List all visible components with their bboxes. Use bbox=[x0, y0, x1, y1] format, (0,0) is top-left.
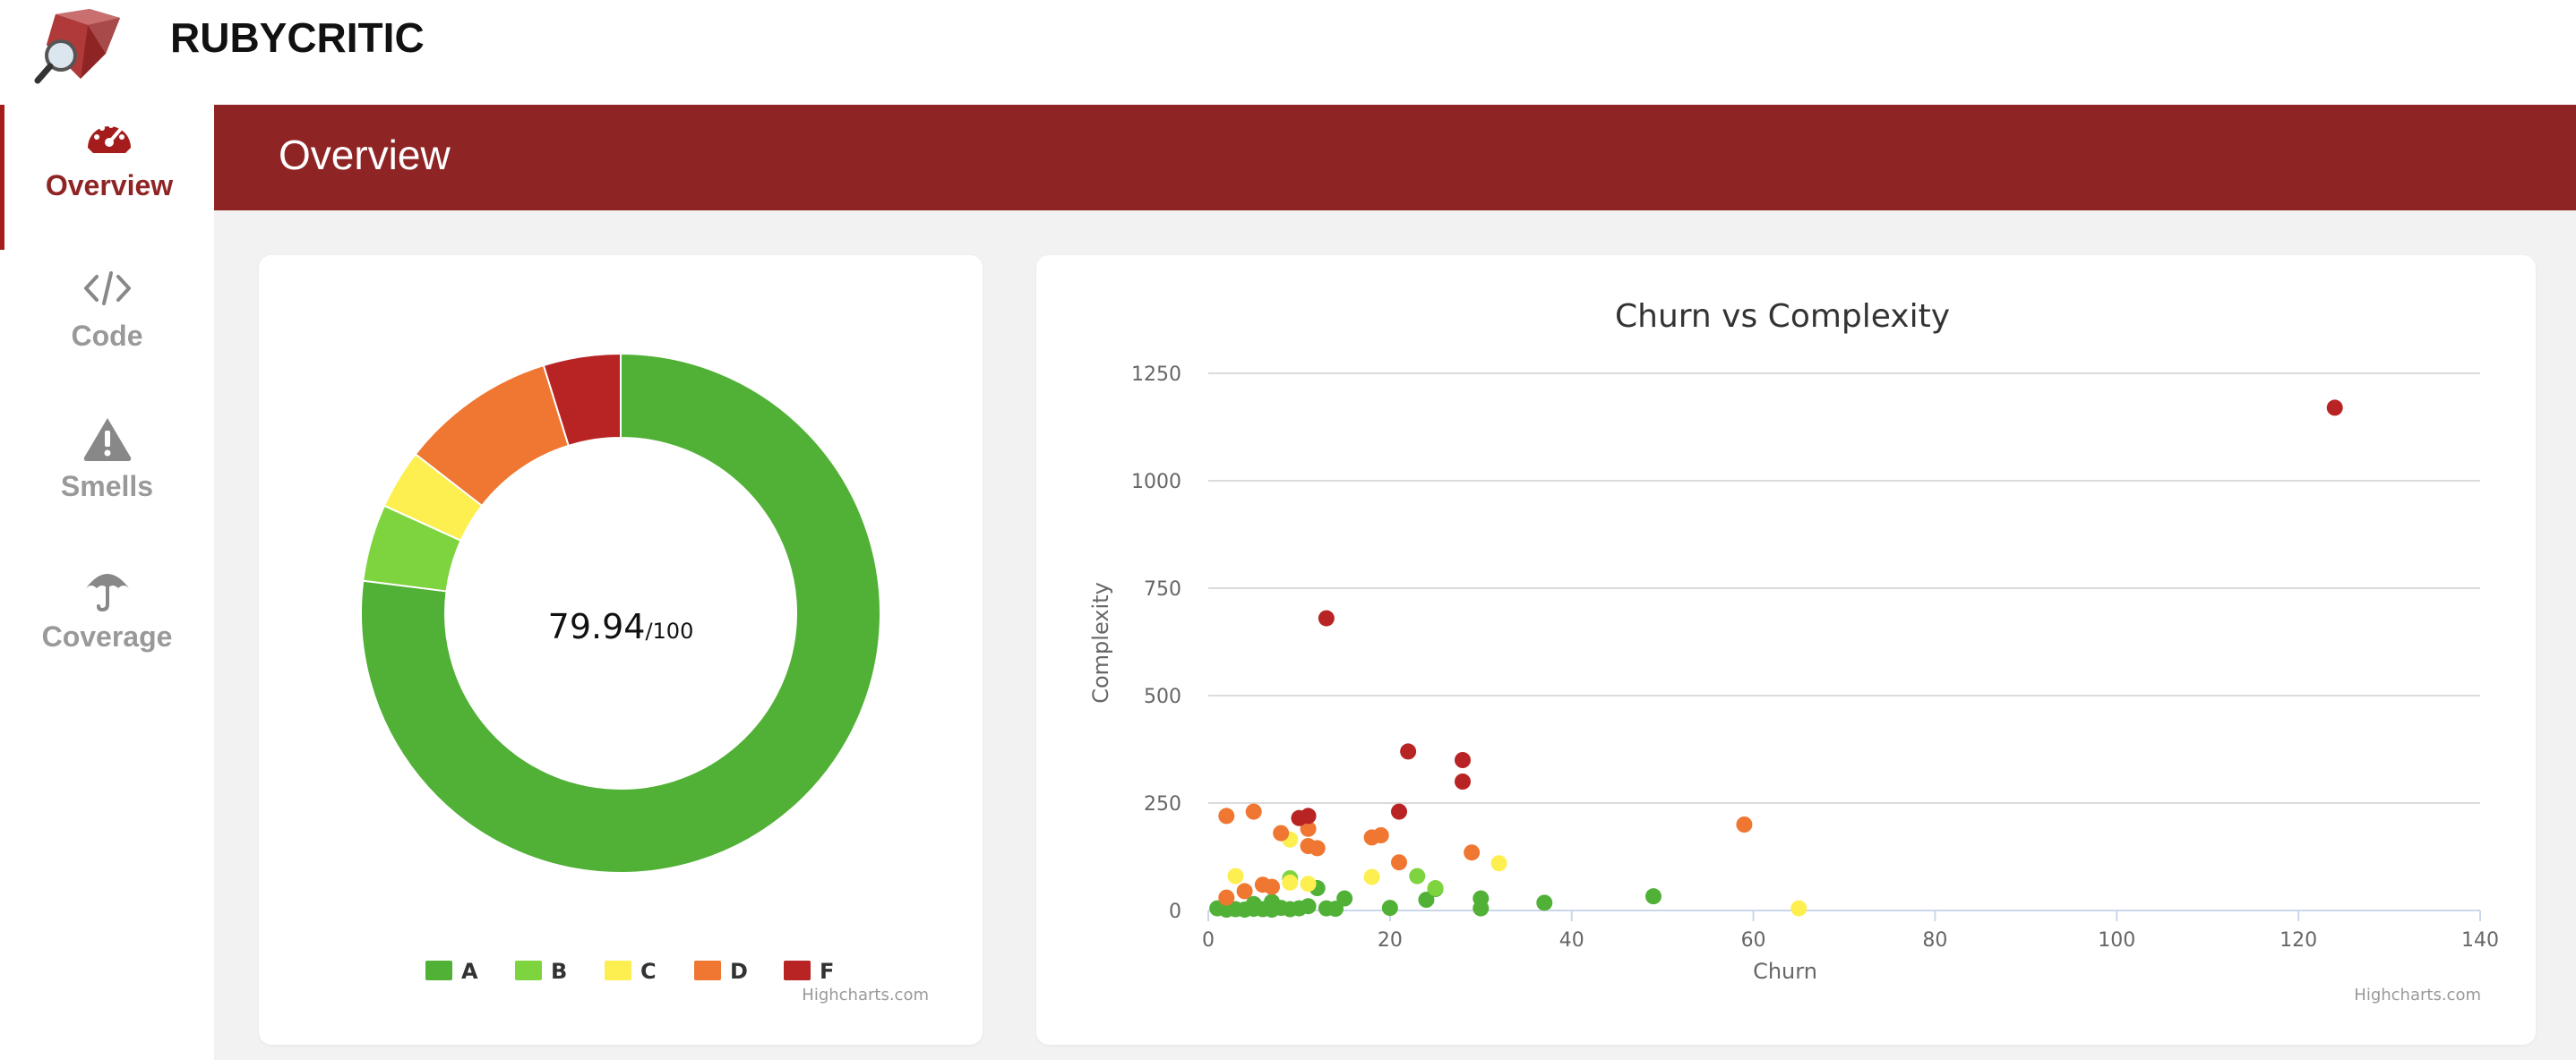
legend-label: A bbox=[461, 959, 478, 984]
sidebar-item-code[interactable]: Code bbox=[0, 255, 214, 400]
scatter-point-d[interactable] bbox=[1245, 803, 1262, 820]
score-donut-chart: 79.94/100 A B C D F Highcharts.com bbox=[360, 352, 929, 1004]
x-tick-label: 80 bbox=[1922, 929, 1947, 952]
scatter-point-a[interactable] bbox=[1264, 893, 1280, 910]
score-donut-card: 79.94/100 A B C D F Highcharts.com bbox=[259, 255, 983, 1045]
rubycritic-logo-icon[interactable] bbox=[34, 5, 138, 86]
legend-label: C bbox=[640, 959, 657, 984]
scatter-point-c[interactable] bbox=[1490, 855, 1507, 872]
scatter-point-c[interactable] bbox=[1363, 868, 1380, 885]
scatter-point-c[interactable] bbox=[1300, 876, 1317, 893]
sidebar-item-label: Smells bbox=[60, 470, 154, 502]
scatter-point-f[interactable] bbox=[2326, 399, 2343, 416]
scatter-point-a[interactable] bbox=[1418, 892, 1435, 908]
churn-complexity-card: Churn vs Complexity 0 250 500 750 1000 1250 0 2… bbox=[1036, 255, 2536, 1045]
scatter-point-b[interactable] bbox=[1409, 868, 1426, 885]
scatter-point-f[interactable] bbox=[1455, 774, 1471, 790]
y-tick-label: 500 bbox=[1144, 686, 1181, 708]
scatter-point-a[interactable] bbox=[1645, 888, 1662, 905]
legend-label: F bbox=[820, 959, 834, 984]
chart-title: Churn vs Complexity bbox=[1615, 298, 1950, 335]
scatter-point-d[interactable] bbox=[1391, 854, 1407, 871]
svg-text:79.94/100: 79.94/100 bbox=[548, 607, 694, 646]
speedometer-icon bbox=[88, 123, 131, 153]
y-tick-label: 1250 bbox=[1131, 363, 1181, 386]
sidebar-item-label: Coverage bbox=[41, 620, 173, 653]
scatter-point-f[interactable] bbox=[1455, 752, 1471, 768]
scatter-point-d[interactable] bbox=[1218, 808, 1235, 825]
legend-swatch bbox=[605, 961, 631, 980]
legend-item-b[interactable]: B bbox=[515, 959, 567, 984]
scatter-point-c[interactable] bbox=[1790, 900, 1807, 917]
scatter-point-a[interactable] bbox=[1473, 900, 1490, 917]
legend-swatch bbox=[694, 961, 721, 980]
x-tick-label: 140 bbox=[2461, 929, 2499, 952]
x-axis-label: Churn bbox=[1753, 959, 1817, 984]
y-tick-label: 750 bbox=[1144, 578, 1181, 601]
sidebar-item-overview[interactable]: Overview bbox=[0, 105, 214, 250]
legend-swatch bbox=[515, 961, 542, 980]
x-tick-label: 60 bbox=[1741, 929, 1766, 952]
scatter-point-a[interactable] bbox=[1327, 901, 1344, 918]
legend-item-a[interactable]: A bbox=[425, 959, 478, 984]
x-tick-label: 0 bbox=[1202, 929, 1215, 952]
x-tick-label: 20 bbox=[1378, 929, 1403, 952]
donut-slice-a[interactable] bbox=[360, 352, 881, 874]
umbrella-icon bbox=[85, 574, 129, 612]
score-max: /100 bbox=[645, 619, 693, 644]
scatter-point-a[interactable] bbox=[1381, 900, 1398, 917]
x-tick-label: 100 bbox=[2098, 929, 2135, 952]
scatter-point-b[interactable] bbox=[1427, 880, 1444, 897]
scatter-point-a[interactable] bbox=[1536, 894, 1553, 911]
legend-label: D bbox=[730, 959, 748, 984]
scatter-point-d[interactable] bbox=[1736, 816, 1753, 833]
sidebar-item-label: Overview bbox=[45, 169, 174, 201]
scatter-point-a[interactable] bbox=[1245, 895, 1262, 912]
scatter-point-d[interactable] bbox=[1273, 825, 1290, 842]
scatter-point-d[interactable] bbox=[1300, 820, 1317, 837]
y-tick-label: 250 bbox=[1144, 793, 1181, 816]
top-header: RUBYCRITIC bbox=[0, 0, 2576, 105]
donut-slice-f[interactable] bbox=[542, 352, 622, 448]
page-title: Overview bbox=[279, 132, 451, 178]
legend-item-c[interactable]: C bbox=[605, 959, 657, 984]
scatter-point-c[interactable] bbox=[1282, 874, 1299, 891]
app-name[interactable]: RUBYCRITIC bbox=[170, 14, 425, 61]
scatter-point-f[interactable] bbox=[1400, 743, 1417, 760]
scatter-point-f[interactable] bbox=[1300, 808, 1317, 825]
chart-credits[interactable]: Highcharts.com bbox=[2354, 986, 2481, 1004]
legend-item-f[interactable]: F bbox=[784, 959, 834, 984]
scatter-point-d[interactable] bbox=[1372, 827, 1389, 843]
sidebar-nav: Overview Code Smells Coverage bbox=[0, 105, 214, 1060]
legend-label: B bbox=[551, 959, 567, 984]
scatter-point-f[interactable] bbox=[1391, 803, 1407, 820]
legend-swatch bbox=[784, 961, 811, 980]
x-tick-label: 120 bbox=[2280, 929, 2317, 952]
chart-credits[interactable]: Highcharts.com bbox=[802, 986, 929, 1004]
y-tick-label: 0 bbox=[1169, 901, 1181, 923]
sidebar-item-coverage[interactable]: Coverage bbox=[0, 556, 214, 701]
scatter-point-d[interactable] bbox=[1464, 844, 1481, 861]
scatter-point-d[interactable] bbox=[1309, 840, 1326, 857]
x-tick-label: 40 bbox=[1559, 929, 1584, 952]
score-value: 79.94 bbox=[548, 607, 646, 646]
sidebar-item-smells[interactable]: Smells bbox=[0, 406, 214, 551]
y-axis-label: Complexity bbox=[1088, 582, 1113, 704]
warning-icon bbox=[83, 418, 131, 461]
scatter-point-d[interactable] bbox=[1218, 889, 1235, 906]
legend-item-d[interactable]: D bbox=[694, 959, 748, 984]
legend-swatch bbox=[425, 961, 452, 980]
code-icon bbox=[83, 271, 131, 305]
scatter-point-d[interactable] bbox=[1236, 883, 1253, 900]
scatter-point-a[interactable] bbox=[1336, 890, 1353, 907]
page-header: Overview bbox=[214, 105, 2576, 210]
sidebar-item-label: Code bbox=[71, 320, 143, 352]
scatter-point-f[interactable] bbox=[1318, 610, 1335, 627]
scatter-point-c[interactable] bbox=[1227, 868, 1244, 885]
scatter-point-a[interactable] bbox=[1300, 898, 1317, 915]
churn-complexity-chart: Churn vs Complexity 0 250 500 750 1000 1250 0 2… bbox=[1088, 298, 2499, 1004]
y-tick-label: 1000 bbox=[1131, 471, 1181, 493]
scatter-point-d[interactable] bbox=[1264, 878, 1280, 895]
